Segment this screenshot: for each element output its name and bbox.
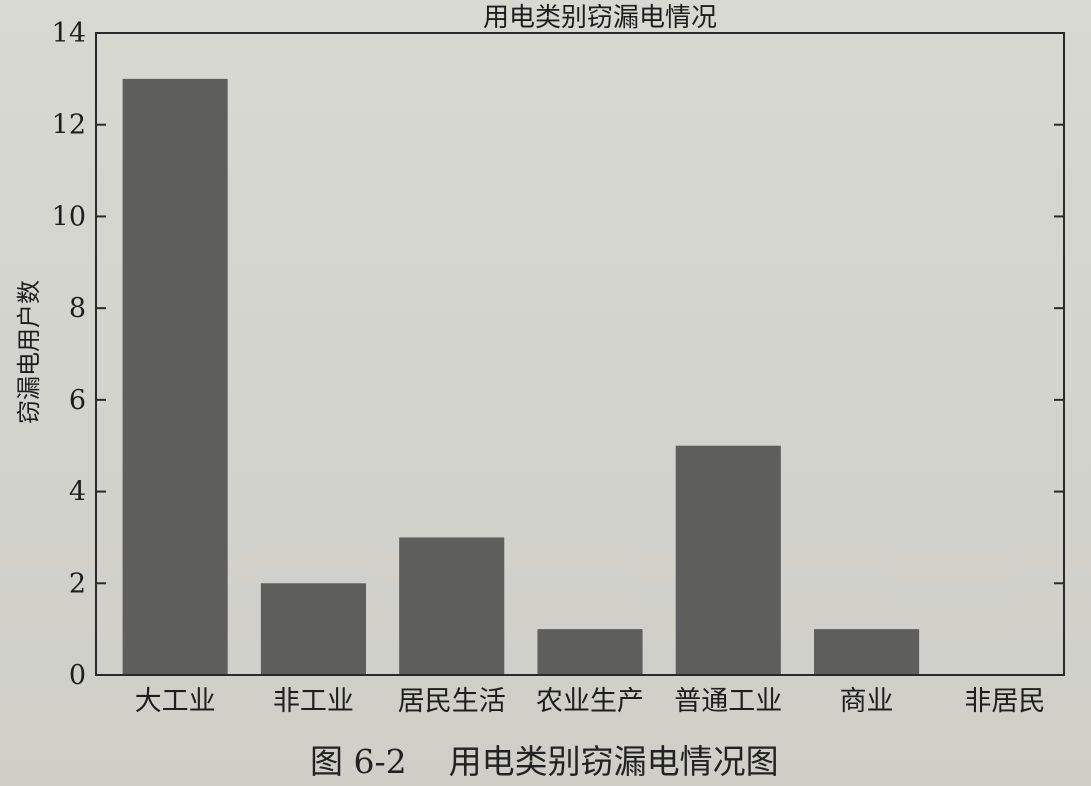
- y-axis-label: 窃漏电用户数: [15, 280, 43, 424]
- x-tick-label: 大工业: [135, 686, 216, 717]
- chart-title: 用电类别窃漏电情况: [483, 3, 717, 33]
- bar-6: [814, 629, 920, 675]
- x-tick-label: 居民生活: [398, 686, 506, 717]
- figure-caption: 图 6-2 用电类别窃漏电情况图: [310, 742, 779, 781]
- x-tick-label: 农业生产: [536, 686, 644, 717]
- y-tick-label: 14: [52, 18, 86, 49]
- x-tick-label: 非居民: [964, 686, 1045, 717]
- y-tick-label: 6: [69, 385, 86, 416]
- bar-chart: 用电类别窃漏电情况 窃漏电用户数 0 2 4 6 8 10 12 14 大工业 非工业 居民生活农…: [15, 3, 1065, 717]
- bar-3: [399, 537, 505, 675]
- x-tick-label: 商业: [840, 686, 894, 717]
- bars: [122, 78, 920, 676]
- x-axis-ticks: 大工业 非工业 居民生活 农业生产 普通工业 商业 非居民: [135, 686, 1046, 717]
- y-tick-label: 10: [52, 201, 86, 232]
- bar-4: [537, 629, 643, 675]
- y-tick-label: 12: [52, 110, 86, 141]
- bar-2: [260, 583, 366, 675]
- y-axis-ticks: 0 2 4 6 8 10 12 14: [52, 18, 1064, 691]
- x-tick-label: 普通工业: [674, 686, 782, 717]
- bar-5: [675, 445, 781, 675]
- x-tick-label: 非工业: [273, 686, 354, 717]
- plot-frame: [95, 32, 1065, 676]
- y-tick-label: 8: [69, 293, 86, 324]
- bar-1: [122, 78, 228, 676]
- y-tick-label: 0: [69, 660, 86, 691]
- y-tick-label: 4: [69, 477, 86, 508]
- y-tick-label: 2: [69, 568, 86, 599]
